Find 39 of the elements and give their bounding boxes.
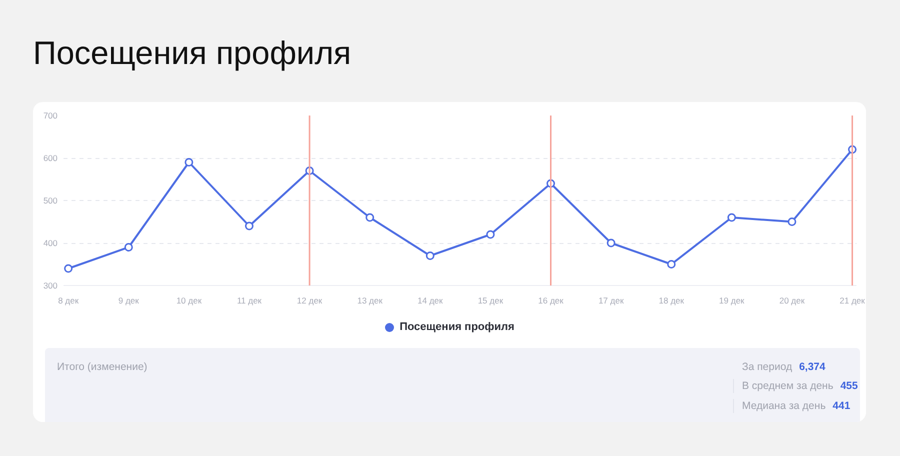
- point: [426, 252, 434, 260]
- x-tick-label: 20 дек: [779, 296, 805, 306]
- point: [667, 260, 676, 268]
- x-tick-label: 14 дек: [418, 296, 444, 306]
- text: 6,374: [799, 361, 826, 373]
- text: Медиана за день: [742, 400, 826, 412]
- x-tick-label: 16 дек: [538, 296, 564, 306]
- y-tick-label: 700: [43, 110, 58, 120]
- y-tick-label: 300: [43, 280, 58, 290]
- x-tick-label: 21 дек: [840, 296, 866, 306]
- text: За период: [742, 361, 792, 373]
- y-tick-label: 400: [43, 238, 58, 248]
- x-tick-label: 17 дек: [598, 296, 624, 306]
- chart-title: Посещения профиля: [32, 34, 352, 73]
- x-tick-label: 13 дек: [357, 296, 383, 306]
- x-tick-label: 8 дек: [58, 296, 79, 306]
- text: Итого (изменение): [57, 360, 148, 375]
- text: В среднем за день: [742, 380, 834, 392]
- y-tick-label: 600: [43, 153, 58, 163]
- point: [486, 230, 495, 239]
- x-tick-label: 12 дек: [296, 296, 322, 306]
- y-tick-label: 500: [43, 196, 58, 206]
- x-tick-label: 9 дек: [118, 296, 140, 306]
- x-tick-label: 11 дек: [236, 296, 262, 306]
- point: [64, 264, 73, 273]
- x-tick-label: 19 дек: [719, 296, 745, 306]
- point: [244, 222, 254, 230]
- point: [727, 213, 736, 222]
- point: [788, 218, 796, 226]
- x-tick-label: 15 дек: [478, 296, 504, 306]
- x-tick-label: 10 дек: [176, 296, 202, 306]
- text: 455: [840, 380, 858, 392]
- legend-label: Посещения профиля: [400, 320, 514, 336]
- point: [366, 213, 374, 222]
- point: [124, 243, 133, 252]
- point: [606, 238, 616, 248]
- text: 441: [832, 400, 850, 412]
- point: [184, 158, 194, 166]
- x-tick-label: 18 дек: [658, 296, 684, 306]
